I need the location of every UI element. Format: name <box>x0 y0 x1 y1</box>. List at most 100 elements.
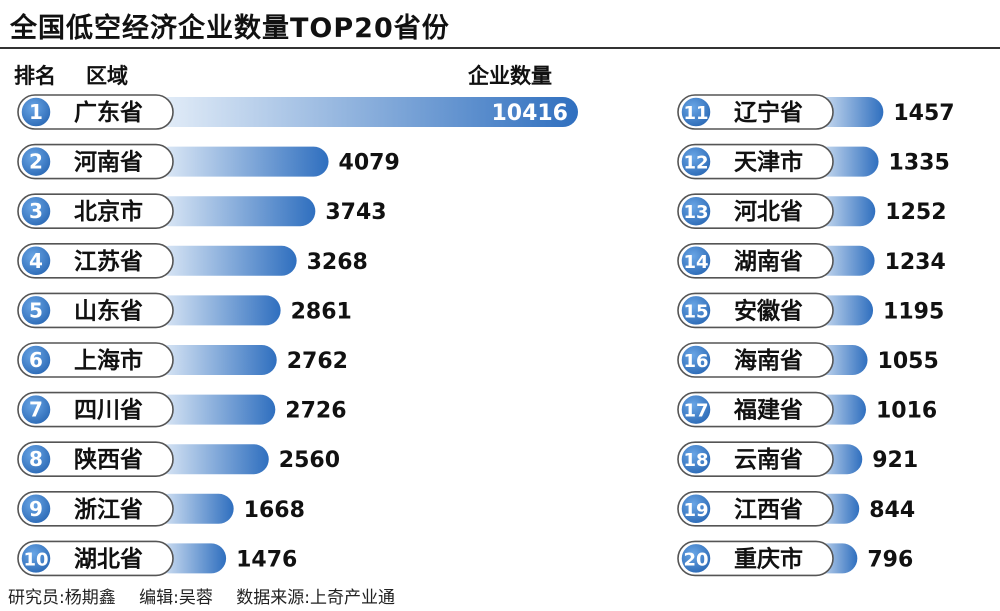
count-header: 企业数量 <box>468 64 552 88</box>
bar <box>154 146 329 177</box>
rank-circle <box>680 145 712 178</box>
region-label: 重庆市 <box>734 545 803 572</box>
data-source: 数据来源:上奇产业通 <box>236 588 396 608</box>
value-label: 844 <box>869 498 915 523</box>
value-label: 2726 <box>285 399 346 424</box>
rank-label: 2 <box>29 150 43 174</box>
bar-row: 1 广东省 10416 <box>17 94 578 130</box>
bar-row: 11 辽宁省 1457 <box>677 94 955 130</box>
region-label: 福建省 <box>733 398 803 424</box>
value-label: 1335 <box>889 151 950 176</box>
rank-circle <box>680 245 712 277</box>
bar-row: 4 江苏省 3268 <box>17 243 368 279</box>
rank-label: 4 <box>29 249 43 273</box>
bar-row: 20 重庆市 796 <box>677 540 913 577</box>
rank-label: 7 <box>29 398 43 422</box>
region-label: 浙江省 <box>74 497 143 523</box>
rank-label: 3 <box>29 199 43 223</box>
region-label: 湖北省 <box>74 546 143 572</box>
bar-row: 6 上海市 2762 <box>17 342 348 378</box>
rank-label: 1 <box>29 100 43 124</box>
bar <box>154 345 277 375</box>
region-label: 江西省 <box>734 497 803 523</box>
value-label: 1668 <box>244 498 305 523</box>
region-pill <box>677 391 834 428</box>
rank-circle <box>20 294 52 327</box>
rank-label: 19 <box>683 500 708 521</box>
region-header: 区域 <box>86 64 128 88</box>
region-pill <box>677 292 834 329</box>
rank-circle <box>680 195 712 227</box>
region-pill <box>677 490 834 527</box>
bar <box>154 394 276 425</box>
region-label: 四川省 <box>74 398 143 424</box>
bar-row: 10 湖北省 1476 <box>17 540 297 577</box>
rank-label: 20 <box>683 549 708 570</box>
region-pill <box>17 292 174 329</box>
bar-row: 16 海南省 1055 <box>677 342 939 378</box>
rank-circle <box>20 245 52 277</box>
region-label: 上海市 <box>74 347 143 374</box>
rank-label: 18 <box>683 450 708 471</box>
region-pill <box>17 94 174 130</box>
bar <box>154 295 281 326</box>
bar-row: 12 天津市 1335 <box>677 143 950 180</box>
chart-title: 全国低空经济企业数量TOP20省份 <box>10 13 450 44</box>
bar-row: 17 福建省 1016 <box>677 391 937 428</box>
bar-row: 8 陕西省 2560 <box>17 441 340 478</box>
rank-circle <box>20 443 52 475</box>
region-pill <box>17 490 174 527</box>
region-pill <box>17 243 174 279</box>
region-label: 安徽省 <box>734 297 803 324</box>
rank-label: 6 <box>29 348 43 372</box>
title-divider <box>0 47 1000 49</box>
region-pill <box>17 540 174 577</box>
bar <box>154 245 297 276</box>
value-label: 2560 <box>279 448 340 473</box>
value-label: 1016 <box>876 399 937 424</box>
rank-circle <box>680 344 712 376</box>
region-label: 广东省 <box>74 99 143 126</box>
bar <box>154 444 269 475</box>
value-label: 1476 <box>236 547 297 572</box>
rank-label: 16 <box>683 351 708 372</box>
value-label: 10416 <box>491 101 568 126</box>
rank-label: 8 <box>29 447 43 471</box>
region-pill <box>677 342 834 378</box>
region-label: 河北省 <box>734 199 803 225</box>
region-pill <box>677 540 834 577</box>
value-label: 921 <box>872 448 918 473</box>
bar-row: 14 湖南省 1234 <box>677 243 946 279</box>
bar-row: 13 河北省 1252 <box>677 193 947 229</box>
region-label: 辽宁省 <box>734 99 803 126</box>
region-pill <box>677 243 834 279</box>
rank-label: 17 <box>683 401 708 422</box>
region-label: 湖南省 <box>734 249 803 275</box>
rank-header: 排名 <box>14 64 56 88</box>
bar-row: 15 安徽省 1195 <box>677 292 944 329</box>
value-label: 2762 <box>287 349 348 374</box>
value-label: 1195 <box>883 299 944 324</box>
value-label: 796 <box>867 547 913 572</box>
editor-credit: 编辑:吴蓉 <box>139 588 213 608</box>
bar-row: 7 四川省 2726 <box>17 391 347 428</box>
region-pill <box>17 342 174 378</box>
rank-label: 14 <box>683 252 708 273</box>
rank-circle <box>20 145 52 178</box>
value-label: 4079 <box>339 151 400 176</box>
bar-row: 19 江西省 844 <box>677 490 915 527</box>
region-pill <box>17 143 174 180</box>
value-label: 3743 <box>325 200 386 225</box>
region-label: 山东省 <box>74 297 143 324</box>
rank-label: 11 <box>683 103 708 124</box>
rank-circle <box>20 96 52 128</box>
bar-row: 3 北京市 3743 <box>17 193 387 229</box>
rank-circle <box>20 344 52 376</box>
bar-row: 5 山东省 2861 <box>17 292 352 329</box>
region-label: 北京市 <box>74 198 143 225</box>
footer: 研究员:杨期鑫 编辑:吴蓉 数据来源:上奇产业通 <box>8 583 413 608</box>
rank-label: 10 <box>23 549 48 570</box>
value-label: 1234 <box>885 250 946 275</box>
region-pill <box>677 441 834 478</box>
rank-label: 12 <box>683 153 708 174</box>
